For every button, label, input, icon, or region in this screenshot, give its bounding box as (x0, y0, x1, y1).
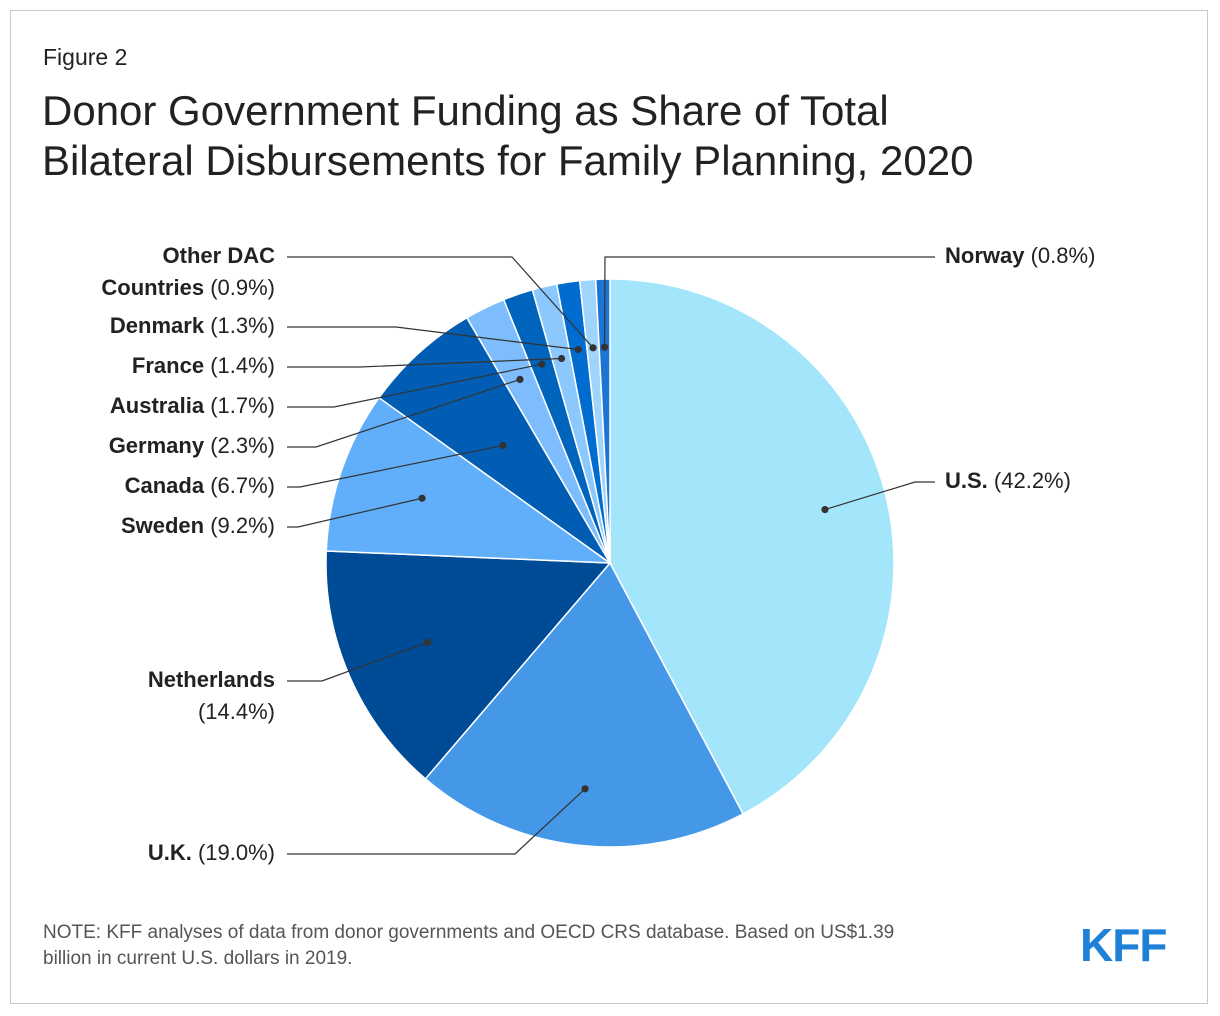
leader-line-germany (287, 378, 521, 448)
label-netherlands: Netherlands (14.4%) (148, 667, 275, 724)
label-sweden: Sweden (9.2%) (121, 513, 275, 538)
label-pct-sweden: (9.2%) (204, 513, 275, 538)
leader-line-norway (603, 256, 935, 348)
slice-labels: U.S. (42.2%) U.K. (19.0%) Netherlands (14.4… (101, 243, 1095, 865)
label-canada: Canada (6.7%) (125, 473, 275, 498)
label-name-netherlands: Netherlands (148, 667, 275, 692)
label-name-sweden: Sweden (121, 513, 204, 538)
label-germany: Germany (2.3%) (109, 433, 275, 458)
slice-sweden (325, 396, 613, 564)
kff-logo: KFF (1080, 919, 1167, 971)
figure-frame (10, 10, 1208, 1004)
label-pct-u-s: (42.2%) (988, 468, 1071, 493)
label-pct-australia: (1.7%) (204, 393, 275, 418)
label-name-u-k: U.K. (148, 840, 192, 865)
label-u-s: U.S. (42.2%) (945, 468, 1071, 493)
leader-line-denmark (287, 326, 579, 351)
chart-title-line-1: Donor Government Funding as Share of Tot… (42, 87, 889, 134)
leader-dot-other-dac-countries (589, 344, 597, 352)
label-norway: Norway (0.8%) (945, 243, 1095, 268)
leader-dot-australia (538, 360, 546, 368)
label-pct-germany: (2.3%) (204, 433, 275, 458)
leader-line-sweden (287, 497, 423, 528)
label-pct-france: (1.4%) (204, 353, 275, 378)
label-pct-netherlands: (14.4%) (198, 699, 275, 724)
label-name-canada: Canada (125, 473, 205, 498)
slice-u-s (609, 278, 895, 815)
chart-title: Donor Government Funding as Share of Tot… (42, 86, 1162, 186)
label-name-u-s: U.S. (945, 468, 988, 493)
label-name-line1-other-dac-countries: Other DAC (163, 243, 276, 268)
label-u-k: U.K. (19.0%) (148, 840, 275, 865)
leader-dot-france (557, 354, 566, 363)
leader-line-u-s (824, 481, 935, 511)
label-name-france: France (132, 353, 204, 378)
slice-canada (377, 316, 611, 564)
leader-line-france (287, 357, 562, 368)
label-other-dac-countries: Other DAC Countries (0.9%) (101, 243, 275, 300)
label-pct-denmark: (1.3%) (204, 313, 275, 338)
leader-line-australia (287, 363, 542, 408)
label-france: France (1.4%) (132, 353, 275, 378)
label-pct-u-k: (19.0%) (192, 840, 275, 865)
label-australia: Australia (1.7%) (110, 393, 275, 418)
leader-dot-germany (516, 375, 524, 384)
footnote-line-2: billion in current U.S. dollars in 2019. (43, 948, 353, 969)
footnote-line-1: NOTE: KFF analyses of data from donor go… (43, 922, 895, 943)
leader-dot-u-s (821, 505, 829, 514)
leader-lines (287, 256, 935, 855)
leader-dot-sweden (418, 494, 426, 502)
slice-u-k (424, 561, 745, 848)
leader-line-u-k (287, 788, 586, 855)
leader-dot-norway (600, 343, 609, 351)
label-pct-norway: (0.8%) (1024, 243, 1095, 268)
leader-dot-netherlands (424, 638, 432, 646)
label-name-germany: Germany (109, 433, 205, 458)
pie-slices (325, 278, 895, 848)
leader-dot-u-k (581, 785, 589, 793)
figure-label: Figure 2 (43, 44, 128, 70)
slice-netherlands (325, 550, 612, 780)
label-name-australia: Australia (110, 393, 205, 418)
label-name-norway: Norway (945, 243, 1025, 268)
leader-line-netherlands (287, 641, 428, 682)
label-pct-canada: (6.7%) (204, 473, 275, 498)
label-denmark: Denmark (1.3%) (110, 313, 275, 338)
footnote: NOTE: KFF analyses of data from donor go… (43, 920, 1043, 972)
chart-title-line-2: Bilateral Disbursements for Family Plann… (42, 137, 974, 184)
label-pct-other-dac-countries: (0.9%) (204, 275, 275, 300)
leader-dot-canada (499, 441, 507, 450)
label-name-denmark: Denmark (110, 313, 205, 338)
leader-line-other-dac-countries (287, 256, 594, 349)
leader-dot-denmark (574, 345, 582, 354)
leader-line-canada (287, 444, 503, 488)
label-name-line2-other-dac-countries: Countries (101, 275, 204, 300)
